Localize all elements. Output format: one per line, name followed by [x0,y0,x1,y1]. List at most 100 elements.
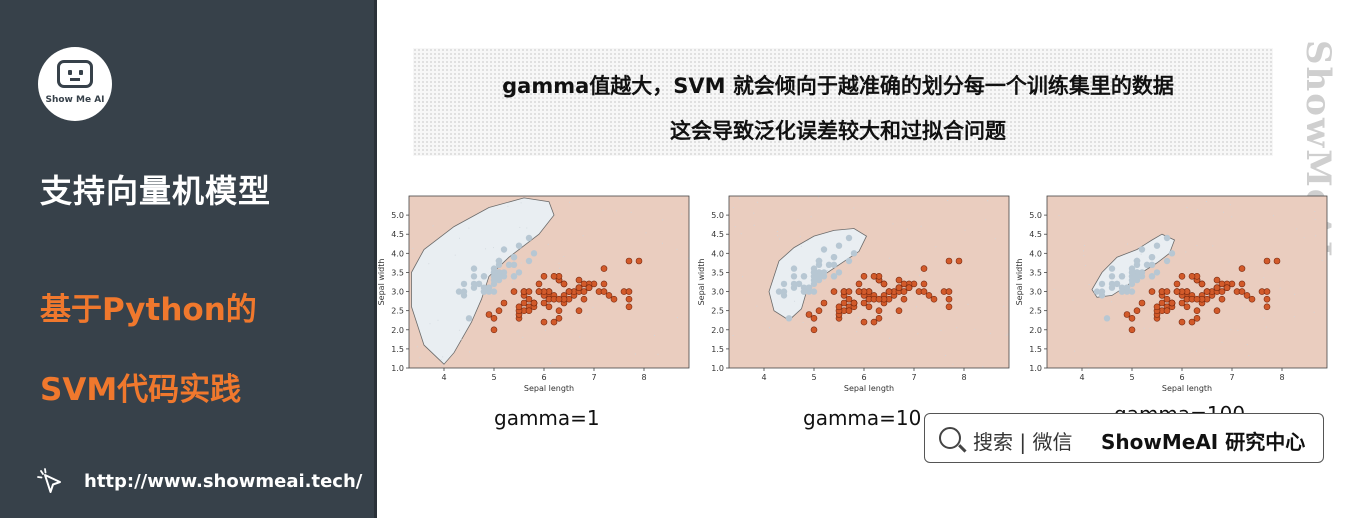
data-point-class1 [1193,315,1201,322]
data-point-class0 [1163,234,1171,242]
plot-svg: 4 5 6 7 8 1.0 1.5 2.0 2.5 3.0 3.5 4.0 4.5 5.0 Sepal le… [1015,195,1328,393]
data-point-class0 [1138,273,1146,280]
texture-dot [520,262,522,264]
data-point-class1 [565,288,573,295]
data-point-class1 [850,299,858,307]
x-tick-label: 8 [961,373,966,382]
texture-dot [603,297,605,298]
x-tick-label: 7 [911,373,916,382]
data-point-class0 [500,246,508,253]
headline-line1: gamma值越大，SVM 就会倾向于越准确的划分每一个训练集里的数据 [502,74,1174,98]
data-point-class0 [1123,284,1131,291]
texture-dot [1204,349,1206,351]
data-point-class1 [580,288,588,295]
texture-dot [654,334,655,336]
data-point-class1 [840,299,848,307]
x-tick-label: 6 [861,373,866,382]
data-point-class0 [525,234,533,242]
texture-dot [742,276,744,278]
data-point-class0 [460,280,468,288]
texture-dot [1248,355,1250,357]
texture-dot [432,225,434,227]
data-point-class0 [810,269,818,276]
data-point-class0 [825,261,833,268]
data-point-class0 [1118,288,1126,295]
texture-dot [1072,299,1074,301]
showmeai-logo: Show Me AI [38,47,112,121]
texture-dot [824,280,826,281]
texture-dot [1130,287,1132,289]
data-point-class1 [925,292,933,299]
y-tick-label: 2.0 [711,326,724,335]
texture-dot [1159,341,1161,342]
x-tick-label: 4 [441,373,446,382]
data-point-class0 [1093,288,1101,295]
texture-dot [953,255,955,257]
y-tick-label: 4.0 [711,249,724,258]
texture-dot [428,263,430,265]
data-point-class1 [525,288,533,295]
data-point-class1 [905,284,913,291]
data-point-class0 [1143,261,1151,268]
data-point-class0 [490,276,498,284]
data-point-class1 [510,288,518,295]
data-point-class1 [1193,295,1201,303]
texture-dot [876,327,878,329]
texture-dot [1321,259,1323,261]
texture-dot [1088,284,1090,285]
svm-plot-gamma-1: 4 5 6 7 8 1.0 1.5 2.0 2.5 3.0 3.5 4.0 4.5 5.0 Sepal le… [377,190,698,400]
texture-dot [559,267,560,269]
data-point-class1 [1183,303,1191,311]
data-point-class1 [830,288,838,295]
texture-dot [919,274,920,276]
sidebar-subtitle-line1: 基于Python的 [40,292,257,328]
data-point-class1 [1138,299,1146,307]
texture-dot [967,303,969,305]
texture-dot [454,254,456,256]
texture-dot [1180,281,1182,283]
texture-dot [468,227,470,229]
texture-dot [1196,350,1198,352]
wechat-search-box[interactable]: 搜索 | 微信 ShowMeAI 研究中心 [924,413,1324,463]
y-tick-label: 3.5 [1029,268,1042,277]
y-tick-label: 1.5 [391,345,404,354]
texture-dot [1149,328,1151,330]
data-point-class1 [1133,307,1141,314]
texture-dot [907,219,909,221]
texture-dot [1246,344,1248,345]
texture-dot [832,327,834,329]
data-point-class1 [1193,307,1201,314]
y-axis-label: Sepal width [377,259,386,306]
data-point-class1 [585,284,593,291]
y-tick-label: 2.5 [1029,307,1042,316]
logo-text: Show Me AI [45,95,105,105]
data-point-class1 [540,273,548,280]
texture-dot [1058,214,1060,216]
data-point-class1 [1203,288,1211,295]
data-point-class1 [1213,284,1221,291]
data-point-class0 [790,265,798,272]
texture-dot [1223,211,1224,213]
texture-dot [917,333,919,335]
region-class1 [1047,196,1327,368]
data-point-class0 [805,284,813,291]
texture-dot [952,363,954,365]
texture-dot [1084,245,1085,247]
x-tick-label: 5 [1129,373,1134,382]
svm-plot-gamma-10: 4 5 6 7 8 1.0 1.5 2.0 2.5 3.0 3.5 4.0 4.5 5.0 Sepal le… [697,190,1018,400]
texture-dot [1293,316,1295,318]
texture-dot [1085,265,1087,267]
data-point-class1 [860,318,868,326]
data-point-class1 [920,280,928,288]
data-point-class0 [830,261,838,268]
gamma-label-1: gamma=1 [494,406,600,430]
y-tick-label: 2.5 [391,307,404,316]
data-point-class1 [495,307,503,314]
texture-dot [1237,329,1239,331]
search-icon [939,427,961,449]
texture-dot [511,281,513,283]
texture-dot [1088,363,1089,365]
website-link[interactable]: http://www.showmeai.tech/ [84,471,363,492]
texture-dot [985,219,987,221]
texture-dot [987,200,989,202]
